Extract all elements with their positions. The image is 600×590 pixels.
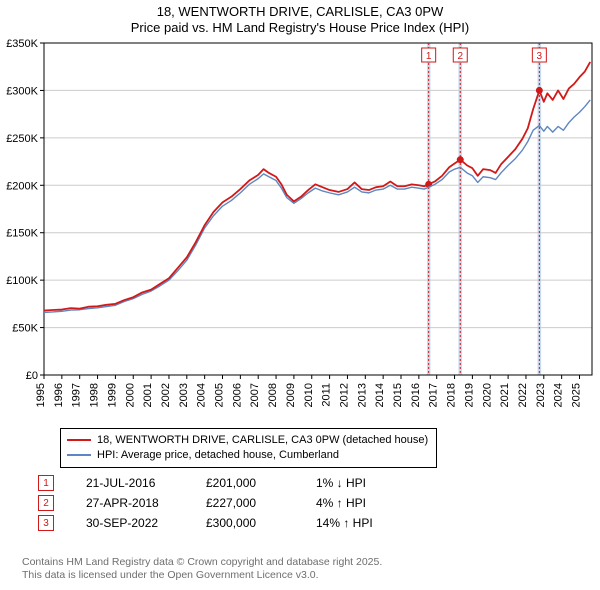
table-row: 2 27-APR-2018£227,0004% ↑ HPI bbox=[38, 493, 426, 513]
transaction-price: £201,000 bbox=[206, 476, 316, 490]
transactions-table: 1 21-JUL-2016£201,0001% ↓ HPI 2 27-APR-2018… bbox=[38, 473, 426, 533]
footer-line2: This data is licensed under the Open Gov… bbox=[22, 569, 382, 582]
transaction-price: £227,000 bbox=[206, 496, 316, 510]
svg-text:2020: 2020 bbox=[481, 382, 493, 406]
svg-text:1: 1 bbox=[426, 51, 432, 62]
svg-text:2025: 2025 bbox=[571, 383, 583, 407]
legend-row: 18, WENTWORTH DRIVE, CARLISLE, CA3 0PW (… bbox=[67, 433, 428, 448]
svg-text:2006: 2006 bbox=[231, 383, 243, 407]
hpi-diff: 14% ↑ HPI bbox=[316, 516, 426, 530]
svg-text:£100K: £100K bbox=[6, 275, 38, 287]
legend-swatch bbox=[67, 439, 91, 441]
svg-text:2019: 2019 bbox=[463, 383, 475, 407]
svg-text:2008: 2008 bbox=[267, 383, 279, 407]
svg-text:2001: 2001 bbox=[142, 383, 154, 407]
svg-text:2013: 2013 bbox=[356, 383, 368, 407]
svg-text:2016: 2016 bbox=[410, 383, 422, 407]
transaction-price: £300,000 bbox=[206, 516, 316, 530]
chart-title: 18, WENTWORTH DRIVE, CARLISLE, CA3 0PW P… bbox=[0, 0, 600, 37]
svg-text:£150K: £150K bbox=[6, 227, 38, 239]
table-row: 3 30-SEP-2022£300,00014% ↑ HPI bbox=[38, 513, 426, 533]
svg-text:2002: 2002 bbox=[160, 383, 172, 407]
svg-text:2009: 2009 bbox=[285, 383, 297, 407]
svg-text:2023: 2023 bbox=[535, 383, 547, 407]
legend: 18, WENTWORTH DRIVE, CARLISLE, CA3 0PW (… bbox=[60, 428, 437, 468]
table-row: 1 21-JUL-2016£201,0001% ↓ HPI bbox=[38, 473, 426, 493]
svg-text:£50K: £50K bbox=[12, 322, 38, 334]
svg-text:1995: 1995 bbox=[35, 383, 47, 407]
svg-text:2021: 2021 bbox=[499, 383, 511, 407]
svg-text:1996: 1996 bbox=[53, 383, 65, 407]
svg-text:2003: 2003 bbox=[178, 383, 190, 407]
legend-row: HPI: Average price, detached house, Cumb… bbox=[67, 448, 428, 463]
footer-attribution: Contains HM Land Registry data © Crown c… bbox=[22, 556, 382, 582]
svg-text:2017: 2017 bbox=[428, 383, 440, 407]
svg-text:1999: 1999 bbox=[106, 383, 118, 407]
legend-label: 18, WENTWORTH DRIVE, CARLISLE, CA3 0PW (… bbox=[97, 433, 428, 448]
svg-text:£200K: £200K bbox=[6, 180, 38, 192]
svg-text:2: 2 bbox=[457, 51, 463, 62]
transaction-date: 27-APR-2018 bbox=[86, 496, 206, 510]
marker-box: 1 bbox=[38, 475, 54, 491]
svg-text:1998: 1998 bbox=[89, 383, 101, 407]
svg-text:2022: 2022 bbox=[517, 383, 529, 407]
svg-text:2024: 2024 bbox=[553, 383, 565, 407]
footer-line1: Contains HM Land Registry data © Crown c… bbox=[22, 556, 382, 569]
svg-text:£350K: £350K bbox=[6, 38, 38, 50]
svg-text:2012: 2012 bbox=[338, 383, 350, 407]
legend-swatch bbox=[67, 454, 91, 456]
title-line2: Price paid vs. HM Land Registry's House … bbox=[0, 20, 600, 36]
svg-text:2015: 2015 bbox=[392, 383, 404, 407]
svg-text:£300K: £300K bbox=[6, 85, 38, 97]
svg-text:£0: £0 bbox=[26, 370, 38, 382]
svg-text:2010: 2010 bbox=[303, 383, 315, 407]
root: 18, WENTWORTH DRIVE, CARLISLE, CA3 0PW P… bbox=[0, 0, 600, 590]
svg-text:2005: 2005 bbox=[214, 383, 226, 407]
svg-text:2014: 2014 bbox=[374, 383, 386, 407]
hpi-diff: 4% ↑ HPI bbox=[316, 496, 426, 510]
marker-box: 2 bbox=[38, 495, 54, 511]
svg-text:2004: 2004 bbox=[196, 383, 208, 407]
svg-text:£250K: £250K bbox=[6, 132, 38, 144]
marker-box: 3 bbox=[38, 515, 54, 531]
title-line1: 18, WENTWORTH DRIVE, CARLISLE, CA3 0PW bbox=[157, 4, 444, 19]
svg-text:3: 3 bbox=[537, 51, 543, 62]
svg-text:1997: 1997 bbox=[71, 383, 83, 407]
svg-text:2000: 2000 bbox=[124, 383, 136, 407]
transaction-date: 21-JUL-2016 bbox=[86, 476, 206, 490]
legend-label: HPI: Average price, detached house, Cumb… bbox=[97, 448, 339, 463]
price-chart: £0 £50K £100K £150K £200K £250K £300K £350K 1995… bbox=[0, 37, 600, 422]
svg-text:2011: 2011 bbox=[321, 383, 333, 407]
transaction-date: 30-SEP-2022 bbox=[86, 516, 206, 530]
hpi-diff: 1% ↓ HPI bbox=[316, 476, 426, 490]
svg-text:2007: 2007 bbox=[249, 383, 261, 407]
svg-text:2018: 2018 bbox=[446, 383, 458, 407]
